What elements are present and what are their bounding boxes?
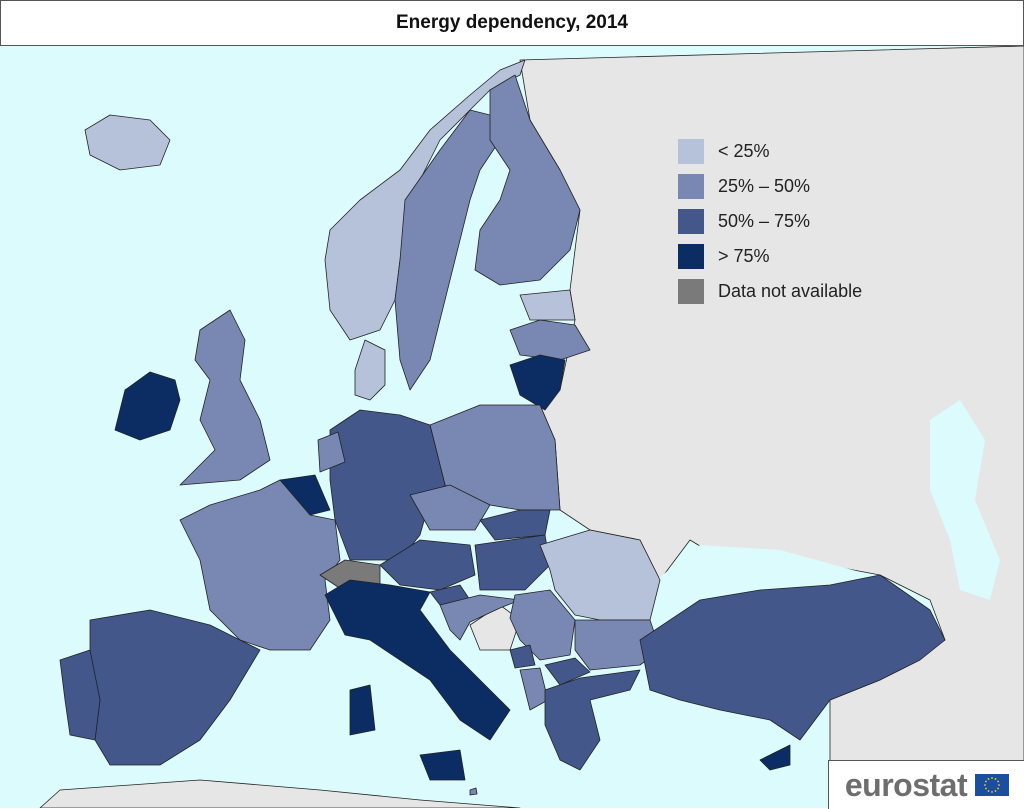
flag-star xyxy=(994,778,997,780)
region-sardinia xyxy=(349,684,376,736)
legend-swatch xyxy=(678,209,704,234)
region-uk xyxy=(179,309,271,486)
legend-label: 50% – 75% xyxy=(718,211,811,231)
region-latvia xyxy=(509,319,591,361)
regions xyxy=(59,59,946,796)
legend-swatch xyxy=(678,139,704,164)
region-slovakia xyxy=(479,509,551,541)
flag-star xyxy=(997,780,1000,783)
region-cyprus xyxy=(759,744,791,771)
region-croatia xyxy=(439,594,521,641)
region-turkey xyxy=(639,574,946,741)
region-denmark xyxy=(354,339,386,401)
region-lithuania xyxy=(509,354,566,411)
flag-star xyxy=(987,790,990,792)
region-netherlands xyxy=(317,431,346,473)
region-iceland xyxy=(84,114,171,171)
legend-swatch xyxy=(678,244,704,269)
legend-label: > 75% xyxy=(718,246,770,266)
legend-item: 50% – 75% xyxy=(678,204,862,239)
eu-flag-icon xyxy=(975,774,1010,796)
legend-item: < 25% xyxy=(678,134,862,169)
region-estonia xyxy=(519,289,576,321)
region-greece xyxy=(544,669,641,771)
region-finland xyxy=(474,74,581,286)
legend-label: 25% – 50% xyxy=(718,176,811,196)
legend-swatch xyxy=(678,174,704,199)
region-sicily xyxy=(419,749,466,781)
flag-star xyxy=(987,778,990,780)
region-austria xyxy=(379,539,476,591)
north-africa xyxy=(39,779,521,808)
caspian-sea xyxy=(930,400,1000,600)
flag-star xyxy=(985,787,987,790)
flag-star xyxy=(998,784,1001,786)
logo-text: eurostat xyxy=(844,766,968,803)
region-sweden xyxy=(394,109,501,391)
map-title: Energy dependency, 2014 xyxy=(0,0,1024,46)
flag-star xyxy=(991,777,994,779)
flag-star xyxy=(991,791,994,793)
flag-star xyxy=(994,790,997,792)
black-sea xyxy=(650,545,860,612)
region-france xyxy=(179,479,341,651)
region-montenegro xyxy=(509,644,536,669)
flag-star xyxy=(985,780,987,783)
region-hungary xyxy=(474,534,551,591)
flag-star xyxy=(984,784,987,786)
legend-label: < 25% xyxy=(718,141,770,161)
legend-item: 25% – 50% xyxy=(678,169,862,204)
region-portugal xyxy=(59,649,101,741)
legend-item: Data not available xyxy=(678,274,862,309)
region-czechia xyxy=(409,484,491,531)
region-bulgaria xyxy=(574,619,661,671)
region-malta xyxy=(469,787,478,796)
legend-item: > 75% xyxy=(678,239,862,274)
region-macedonia xyxy=(544,657,591,686)
eurostat-logo: eurostat xyxy=(828,760,1024,809)
legend-swatch xyxy=(678,279,704,304)
region-serbia xyxy=(509,589,576,661)
legend-label: Data not available xyxy=(718,281,863,301)
region-norway xyxy=(324,59,526,341)
choropleth-map xyxy=(0,46,1024,808)
legend: < 25% 25% – 50% 50% – 75% > 75% Data not… xyxy=(678,134,862,309)
region-ireland xyxy=(114,371,181,441)
flag-star xyxy=(997,787,1000,790)
region-italy xyxy=(324,579,511,741)
